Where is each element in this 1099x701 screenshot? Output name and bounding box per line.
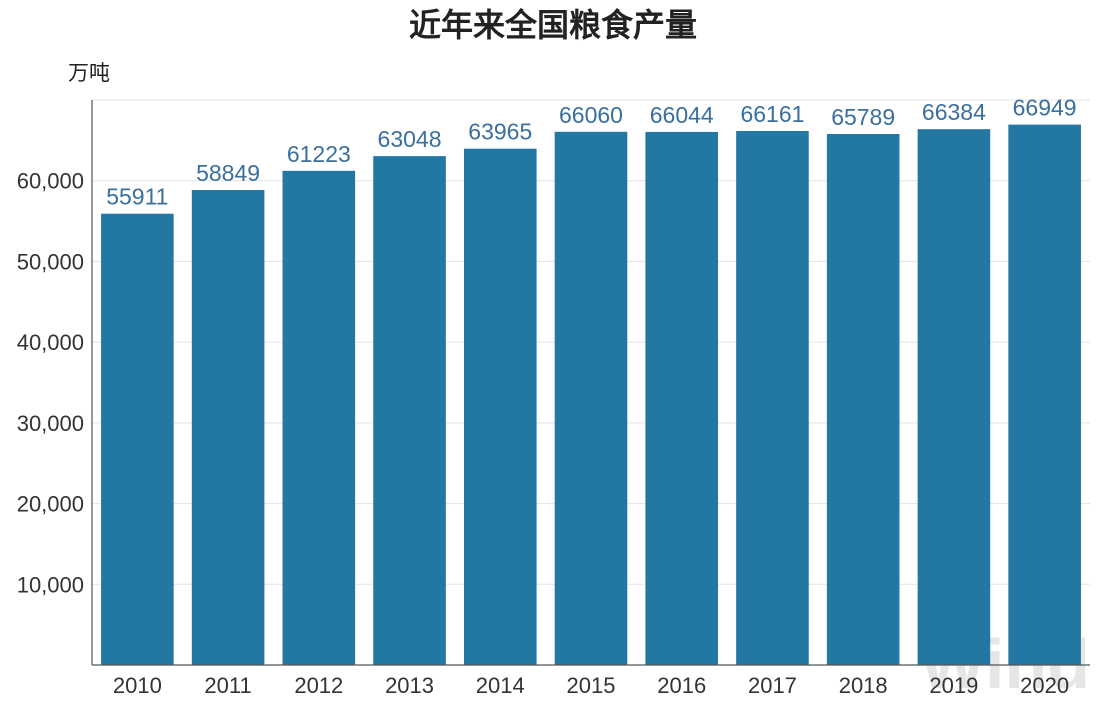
bars	[101, 124, 1081, 666]
y-tick-label: 60,000	[17, 169, 84, 194]
x-tick-label: 2015	[567, 673, 616, 698]
bar	[554, 131, 628, 666]
bar	[101, 213, 174, 665]
bar	[191, 190, 265, 665]
data-label: 58849	[196, 160, 260, 186]
y-tick-label: 30,000	[17, 411, 84, 436]
x-tick-label: 2020	[1020, 673, 1069, 698]
data-label: 65789	[831, 104, 895, 130]
data-label: 66044	[650, 102, 714, 128]
data-labels: 55911 58849 61223 63048 63965 66060 66044 66161…	[106, 95, 1076, 210]
bar	[826, 133, 900, 666]
x-tick-label: 2011	[204, 673, 251, 698]
data-label: 66161	[740, 101, 804, 127]
x-tick-label: 2019	[929, 673, 978, 698]
data-label: 66060	[559, 102, 623, 128]
bar	[645, 131, 719, 666]
y-tick-label: 40,000	[17, 330, 84, 355]
data-label: 61223	[287, 141, 351, 167]
bar	[917, 129, 991, 665]
chart-title: 近年来全国粮食产量	[409, 6, 697, 44]
x-tick-label: 2016	[657, 673, 706, 698]
x-tick-label: 2013	[385, 673, 434, 698]
y-tick-label: 50,000	[17, 249, 84, 274]
x-axis-ticks: 2010 2011 2012 2013 2014 2015 2016 2017 2018 2019…	[113, 673, 1069, 698]
x-tick-label: 2017	[748, 673, 797, 698]
x-tick-label: 2018	[839, 673, 888, 698]
axes	[91, 100, 1090, 666]
data-label: 66949	[1013, 95, 1077, 121]
bar	[373, 156, 446, 666]
y-tick-label: 20,000	[17, 492, 84, 517]
y-axis-unit-label: 万吨	[68, 61, 110, 85]
x-tick-label: 2014	[476, 673, 525, 698]
bar	[736, 130, 809, 666]
data-label: 66384	[922, 99, 986, 125]
y-tick-label: 10,000	[17, 572, 84, 597]
data-label: 55911	[106, 184, 168, 210]
y-axis-ticks: 10,000 20,000 30,000 40,000 50,000 60,000	[17, 169, 84, 598]
bar	[282, 170, 356, 665]
data-label: 63965	[468, 119, 532, 145]
bar	[463, 148, 537, 666]
x-tick-label: 2010	[113, 673, 162, 698]
bar	[1008, 124, 1081, 666]
x-tick-label: 2012	[294, 673, 343, 698]
data-label: 63048	[378, 126, 442, 152]
